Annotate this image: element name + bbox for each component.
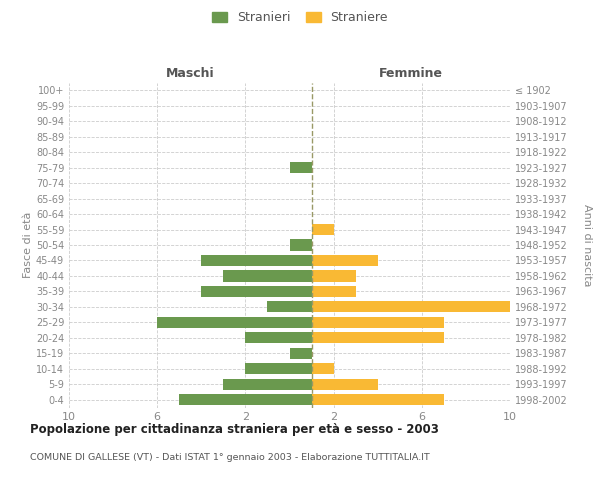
Bar	[290, 162, 311, 173]
Bar	[311, 255, 378, 266]
Y-axis label: Anni di nascita: Anni di nascita	[581, 204, 592, 286]
Text: Popolazione per cittadinanza straniera per età e sesso - 2003: Popolazione per cittadinanza straniera p…	[30, 422, 439, 436]
Bar	[202, 286, 311, 297]
Bar	[311, 363, 334, 374]
Bar	[245, 363, 311, 374]
Bar	[223, 378, 311, 390]
Bar	[179, 394, 311, 406]
Bar	[311, 317, 444, 328]
Bar	[245, 332, 311, 344]
Bar	[157, 317, 311, 328]
Bar	[290, 240, 311, 250]
Text: COMUNE DI GALLESE (VT) - Dati ISTAT 1° gennaio 2003 - Elaborazione TUTTITALIA.IT: COMUNE DI GALLESE (VT) - Dati ISTAT 1° g…	[30, 452, 430, 462]
Bar	[202, 255, 311, 266]
Bar	[268, 302, 311, 312]
Bar	[311, 332, 444, 344]
Text: Femmine: Femmine	[379, 67, 443, 80]
Bar	[223, 270, 311, 281]
Text: Maschi: Maschi	[166, 67, 215, 80]
Bar	[290, 348, 311, 359]
Bar	[311, 270, 356, 281]
Bar	[311, 286, 356, 297]
Y-axis label: Fasce di età: Fasce di età	[23, 212, 33, 278]
Bar	[311, 378, 378, 390]
Bar	[311, 302, 510, 312]
Bar	[311, 394, 444, 406]
Bar	[311, 224, 334, 235]
Legend: Stranieri, Straniere: Stranieri, Straniere	[207, 6, 393, 29]
